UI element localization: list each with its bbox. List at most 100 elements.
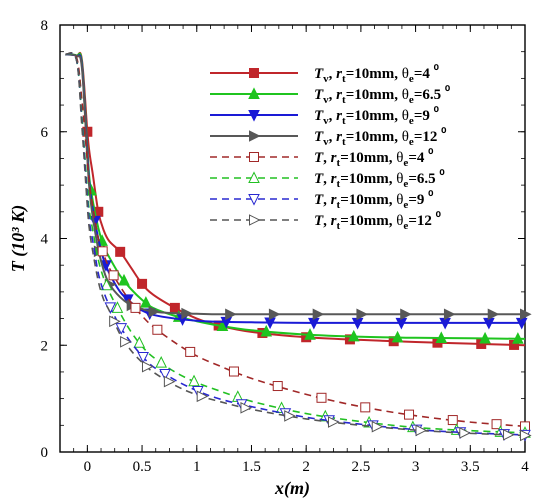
data-point [459,427,471,439]
data-point [272,381,283,392]
plot-frame [59,24,526,453]
data-point [159,368,171,381]
x-tick-label: 0 [84,459,92,475]
legend-label: Tv, rt=10mm, θe=4 ⁰ [314,62,440,85]
data-point [487,308,500,321]
legend-swatch-marker [249,130,261,142]
legend-label: T, rt=10mm, θe=6.5 ⁰ [314,167,445,190]
data-point [185,346,196,357]
y-axis-label: T (10³ K) [8,205,29,272]
data-point [371,420,384,433]
data-point [163,375,176,388]
legend-item-5: T, rt=10mm, θe=4 ⁰ [210,146,434,169]
data-point [111,301,124,313]
data-point [188,374,200,387]
data-point [476,338,487,349]
data-point [479,331,491,344]
data-point [447,415,458,426]
legend-swatch-marker [249,68,259,78]
x-tick-label: 4 [521,459,529,475]
legend-swatch-marker [248,194,260,206]
data-point [360,402,371,413]
ticks: 0 0.5 1 1.5 2 2.5 3 3.5 4 0 2 4 6 8 [41,18,530,475]
y-tick-label: 8 [41,18,49,34]
legend-label: T, rt=10mm, θe=9 ⁰ [314,188,434,211]
data-point [181,307,193,320]
series-line [65,52,526,434]
x-tick-label: 2.5 [352,459,371,475]
series-line [65,52,526,437]
y-tick-label: 6 [41,125,49,141]
data-point [304,328,316,340]
series-8 [65,52,532,442]
series-line [65,52,526,428]
data-point [443,308,456,321]
axes [59,24,526,453]
data-point [491,419,502,430]
data-point [512,332,524,344]
data-point [115,323,128,335]
x-axis-label: x(m) [274,478,310,499]
legend-label: T, rt=10mm, θe=12 ⁰ [314,209,442,232]
data-point [169,302,180,313]
legend-item-7: T, rt=10mm, θe=9 ⁰ [210,188,434,211]
data-point [109,315,121,328]
legend: Tv, rt=10mm, θe=4 ⁰Tv, rt=10mm, θe=6.5 ⁰… [210,62,451,232]
data-point [520,308,532,321]
series-layer [65,51,532,442]
x-tick-label: 2 [302,459,310,475]
series-line [65,52,526,340]
data-point [312,308,325,321]
legend-label: Tv, rt=10mm, θe=9 ⁰ [314,104,440,127]
y-tick-label: 0 [41,445,49,461]
legend-swatch-marker [248,171,260,183]
legend-swatch-marker [248,87,260,99]
data-point [108,270,119,281]
data-point [133,336,146,348]
data-point [122,294,134,306]
legend-label: T, rt=10mm, θe=4 ⁰ [314,146,434,169]
x-tick-label: 1.5 [242,459,261,475]
series-6 [65,52,531,438]
legend-label: Tv, rt=10mm, θe=12 ⁰ [314,125,447,148]
x-tick-label: 1 [193,459,201,475]
data-point [400,308,412,321]
data-point [115,246,126,257]
series-line [65,51,526,347]
x-tick-label: 0.5 [133,459,152,475]
data-point [415,424,428,437]
data-point [141,360,154,373]
data-point [120,335,132,348]
data-point [240,402,253,414]
data-point [284,410,296,422]
data-point [228,366,239,377]
legend-swatch-marker [248,110,260,122]
series-5 [65,52,530,432]
data-point [347,329,360,342]
legend-item-1: Tv, rt=10mm, θe=4 ⁰ [210,62,440,85]
data-point [155,355,168,368]
data-point [97,246,108,257]
y-tick-label: 4 [41,232,49,248]
data-point [260,324,273,337]
x-tick-label: 3.5 [461,459,480,475]
data-point [137,351,149,364]
data-point [391,330,404,343]
data-point [520,429,532,442]
series-7 [65,52,531,442]
data-point [225,308,237,321]
legend-item-8: T, rt=10mm, θe=12 ⁰ [210,209,442,232]
data-point [327,416,340,428]
data-point [130,302,141,313]
data-point [268,308,281,321]
y-tick-label: 2 [41,338,49,354]
data-point [137,278,148,289]
data-point [140,296,152,308]
legend-swatch-marker [249,214,261,226]
series-3 [65,53,528,330]
x-tick-label: 3 [412,459,420,475]
data-point [100,278,113,291]
data-point [435,331,448,344]
data-point [196,390,209,403]
